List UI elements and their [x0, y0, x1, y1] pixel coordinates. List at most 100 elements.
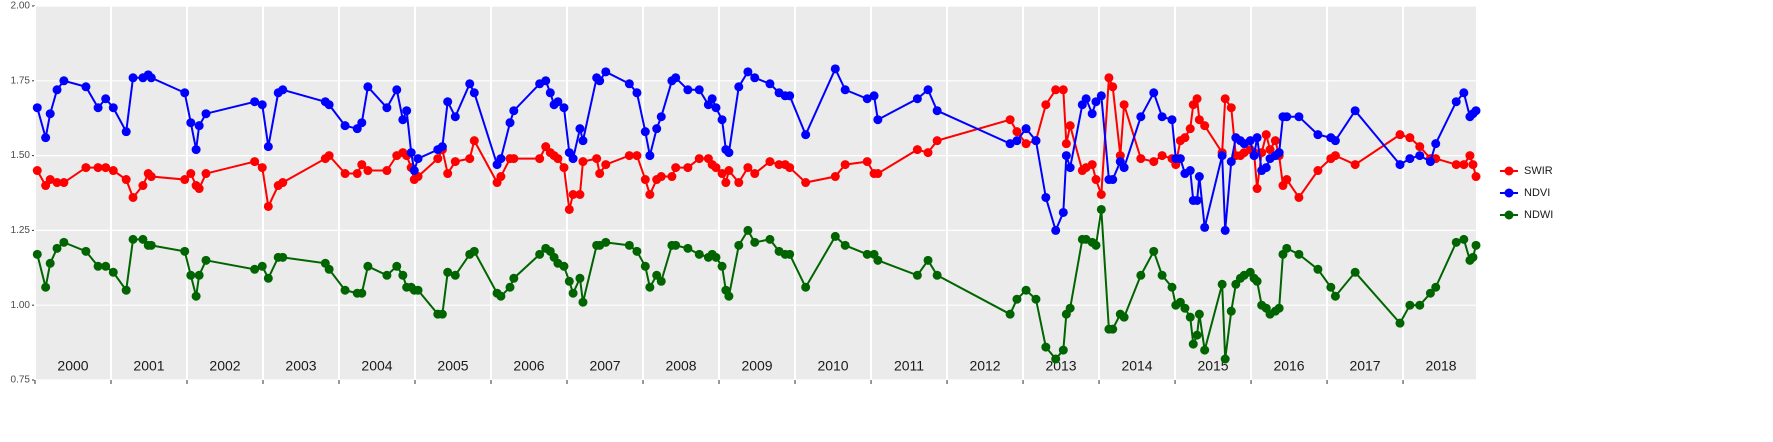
data-point — [1471, 240, 1481, 250]
data-point — [1350, 106, 1360, 116]
data-point — [671, 240, 681, 250]
data-point — [1194, 309, 1204, 319]
data-point — [1185, 166, 1195, 176]
data-point — [1252, 133, 1262, 143]
data-point — [1192, 195, 1202, 205]
data-point — [559, 103, 569, 113]
data-point — [568, 288, 578, 298]
data-point — [324, 264, 334, 274]
data-point — [1245, 136, 1255, 146]
data-point — [257, 100, 267, 110]
data-point — [1061, 151, 1071, 161]
data-point — [932, 106, 942, 116]
data-point — [437, 142, 447, 152]
data-point — [509, 106, 519, 116]
data-point — [750, 237, 760, 247]
data-point — [717, 115, 727, 125]
data-point — [624, 79, 634, 89]
data-point — [711, 252, 721, 262]
data-point — [923, 255, 933, 265]
year-label: 2007 — [589, 358, 620, 374]
data-point — [595, 169, 605, 179]
data-point — [559, 163, 569, 173]
data-point — [1157, 270, 1167, 280]
data-point — [1051, 85, 1061, 95]
data-point — [1282, 112, 1292, 122]
data-point — [1425, 288, 1435, 298]
data-point — [765, 157, 775, 167]
data-point — [1149, 88, 1159, 98]
data-point — [564, 276, 574, 286]
data-point — [465, 79, 475, 89]
data-point — [128, 234, 138, 244]
data-point — [1274, 148, 1284, 158]
data-point — [1104, 73, 1114, 83]
data-point — [340, 121, 350, 131]
data-point — [1012, 127, 1022, 137]
data-point — [1096, 91, 1106, 101]
data-point — [932, 136, 942, 146]
data-point — [1471, 106, 1481, 116]
legend-key-point — [1504, 166, 1514, 176]
data-point — [711, 103, 721, 113]
data-point — [437, 309, 447, 319]
data-point — [363, 261, 373, 271]
data-point — [201, 109, 211, 119]
year-label: 2003 — [285, 358, 316, 374]
data-point — [1041, 100, 1051, 110]
data-point — [450, 270, 460, 280]
data-point — [1465, 151, 1475, 161]
data-point — [1451, 160, 1461, 170]
data-point — [1294, 112, 1304, 122]
data-point — [138, 234, 148, 244]
data-point — [194, 121, 204, 131]
data-point — [413, 285, 423, 295]
data-point — [830, 64, 840, 74]
data-point — [450, 112, 460, 122]
data-point — [734, 240, 744, 250]
data-point — [694, 249, 704, 259]
data-point — [743, 67, 753, 77]
data-point — [1326, 282, 1336, 292]
legend-label: NDVI — [1524, 187, 1550, 199]
data-point — [1415, 142, 1425, 152]
data-point — [1395, 318, 1405, 328]
data-point — [750, 73, 760, 83]
data-point — [1021, 124, 1031, 134]
data-point — [324, 151, 334, 161]
data-point — [1157, 151, 1167, 161]
data-point — [1058, 85, 1068, 95]
data-point — [1282, 243, 1292, 253]
data-point — [1282, 175, 1292, 185]
data-point — [250, 97, 260, 107]
data-point — [645, 282, 655, 292]
data-point — [869, 91, 879, 101]
year-label: 2008 — [665, 358, 696, 374]
data-point — [1119, 312, 1129, 322]
data-point — [357, 288, 367, 298]
data-point — [509, 273, 519, 283]
data-point — [1031, 136, 1041, 146]
data-point — [632, 151, 642, 161]
data-point — [656, 276, 666, 286]
data-point — [505, 118, 515, 128]
data-point — [1185, 312, 1195, 322]
data-point — [121, 175, 131, 185]
data-point — [1226, 306, 1236, 316]
data-point — [873, 115, 883, 125]
year-label: 2012 — [969, 358, 1000, 374]
data-point — [496, 291, 506, 301]
data-point — [1119, 163, 1129, 173]
data-point — [575, 273, 585, 283]
data-point — [101, 261, 111, 271]
data-point — [578, 136, 588, 146]
data-point — [1451, 237, 1461, 247]
data-point — [1350, 267, 1360, 277]
legend-key-point — [1504, 210, 1514, 220]
data-point — [1021, 285, 1031, 295]
data-point — [1188, 339, 1198, 349]
data-point — [1167, 115, 1177, 125]
data-point — [250, 157, 260, 167]
year-label: 2005 — [437, 358, 468, 374]
data-point — [840, 240, 850, 250]
